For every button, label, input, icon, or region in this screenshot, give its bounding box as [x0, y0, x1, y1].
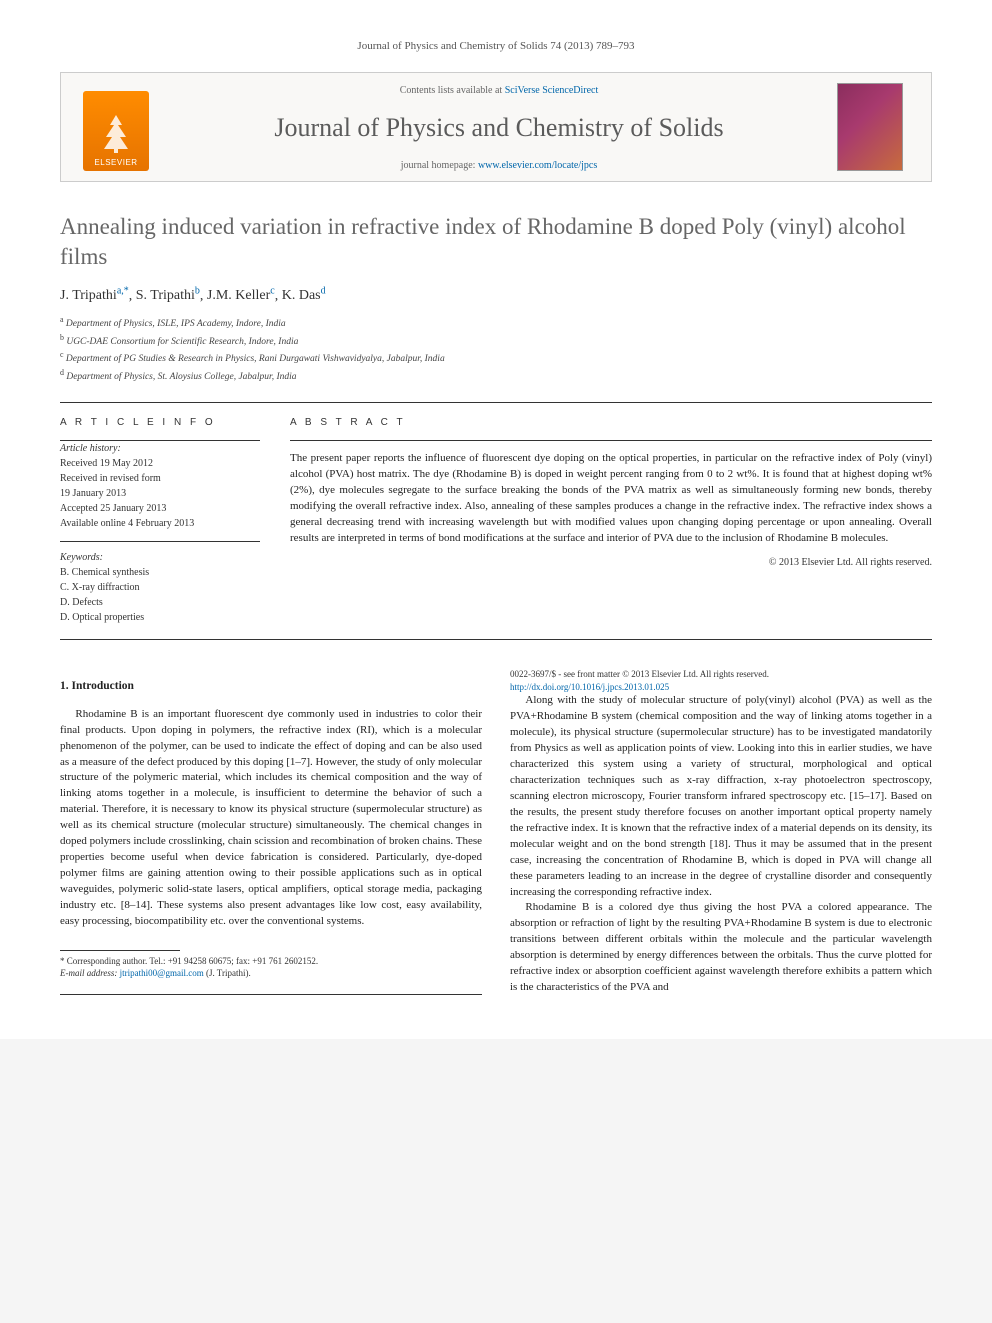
doi-link[interactable]: http://dx.doi.org/10.1016/j.jpcs.2013.01… [510, 682, 669, 692]
authors: J. Tripathia,*, S. Tripathib, J.M. Kelle… [60, 286, 932, 305]
author-1: S. Tripathib [136, 288, 200, 303]
history-line-1: Received in revised form [60, 471, 260, 486]
article-info-heading: A R T I C L E I N F O [60, 417, 260, 428]
elsevier-logo: ELSEVIER [83, 91, 149, 171]
keyword-3: D. Optical properties [60, 610, 260, 625]
contents-line: Contents lists available at SciVerse Sci… [181, 85, 817, 96]
elsevier-tree-icon [96, 111, 136, 155]
cover-thumbnail [837, 83, 903, 171]
section-number: 1. [60, 680, 69, 692]
homepage-link[interactable]: www.elsevier.com/locate/jpcs [478, 160, 597, 171]
journal-banner: ELSEVIER Contents lists available at Sci… [60, 72, 932, 182]
banner-left: ELSEVIER [61, 73, 171, 181]
history-line-0: Received 19 May 2012 [60, 456, 260, 471]
elsevier-label: ELSEVIER [94, 158, 137, 167]
footnote-rule [60, 950, 180, 951]
affiliation-d: d Department of Physics, St. Aloysius Co… [60, 367, 932, 384]
banner-right [827, 73, 931, 181]
section-title: Introduction [72, 680, 134, 692]
affiliations: a Department of Physics, ISLE, IPS Acade… [60, 314, 932, 384]
journal-name: Journal of Physics and Chemistry of Soli… [181, 113, 817, 143]
body-columns: 1. Introduction Rhodamine B is an import… [60, 668, 932, 999]
affiliation-a: a Department of Physics, ISLE, IPS Acade… [60, 314, 932, 331]
bottom-info: 0022-3697/$ - see front matter © 2013 El… [510, 668, 932, 693]
issn-line: 0022-3697/$ - see front matter © 2013 El… [510, 668, 932, 681]
history-line-3: Accepted 25 January 2013 [60, 501, 260, 516]
affiliation-b: b UGC-DAE Consortium for Scientific Rese… [60, 332, 932, 349]
body-p3: Rhodamine B is a colored dye thus giving… [510, 900, 932, 996]
affiliation-c: c Department of PG Studies & Research in… [60, 349, 932, 366]
keyword-2: D. Defects [60, 595, 260, 610]
email-footnote: E-mail address: jtripathi00@gmail.com (J… [60, 967, 482, 980]
doi-line: http://dx.doi.org/10.1016/j.jpcs.2013.01… [510, 681, 932, 694]
author-0: J. Tripathia,* [60, 288, 129, 303]
page: Journal of Physics and Chemistry of Soli… [0, 0, 992, 1039]
sciencedirect-link[interactable]: SciVerse ScienceDirect [505, 85, 599, 96]
article-title: Annealing induced variation in refractiv… [60, 212, 932, 272]
running-header: Journal of Physics and Chemistry of Soli… [60, 40, 932, 52]
abstract-heading: A B S T R A C T [290, 417, 932, 428]
history-label: Article history: [60, 441, 260, 456]
keyword-1: C. X-ray diffraction [60, 580, 260, 595]
banner-center: Contents lists available at SciVerse Sci… [171, 73, 827, 181]
article-history: Article history: Received 19 May 2012 Re… [60, 441, 260, 531]
info-abstract-row: A R T I C L E I N F O Article history: R… [60, 403, 932, 639]
email-link[interactable]: jtripathi00@gmail.com [120, 968, 204, 978]
author-3: K. Dasd [282, 288, 326, 303]
abstract-copyright: © 2013 Elsevier Ltd. All rights reserved… [290, 557, 932, 568]
bottom-rule [60, 994, 482, 995]
body-p2: Along with the study of molecular struct… [510, 693, 932, 900]
history-line-4: Available online 4 February 2013 [60, 516, 260, 531]
rule-bottom-abstract [60, 639, 932, 640]
homepage-line: journal homepage: www.elsevier.com/locat… [181, 160, 817, 171]
footnotes: * Corresponding author. Tel.: +91 94258 … [60, 955, 482, 980]
corresponding-footnote: * Corresponding author. Tel.: +91 94258 … [60, 955, 482, 968]
abstract-column: A B S T R A C T The present paper report… [290, 417, 932, 625]
body-p1: Rhodamine B is an important fluorescent … [60, 707, 482, 930]
keyword-0: B. Chemical synthesis [60, 565, 260, 580]
section-1-heading: 1. Introduction [60, 678, 482, 695]
homepage-prefix: journal homepage: [401, 160, 478, 171]
keywords: Keywords: B. Chemical synthesis C. X-ray… [60, 550, 260, 625]
abstract-text: The present paper reports the influence … [290, 451, 932, 547]
abstract-rule [290, 440, 932, 441]
history-line-2: 19 January 2013 [60, 486, 260, 501]
author-2: J.M. Kellerc [207, 288, 275, 303]
article-info-column: A R T I C L E I N F O Article history: R… [60, 417, 260, 625]
keywords-rule [60, 541, 260, 542]
contents-prefix: Contents lists available at [400, 85, 505, 96]
keywords-label: Keywords: [60, 550, 260, 565]
